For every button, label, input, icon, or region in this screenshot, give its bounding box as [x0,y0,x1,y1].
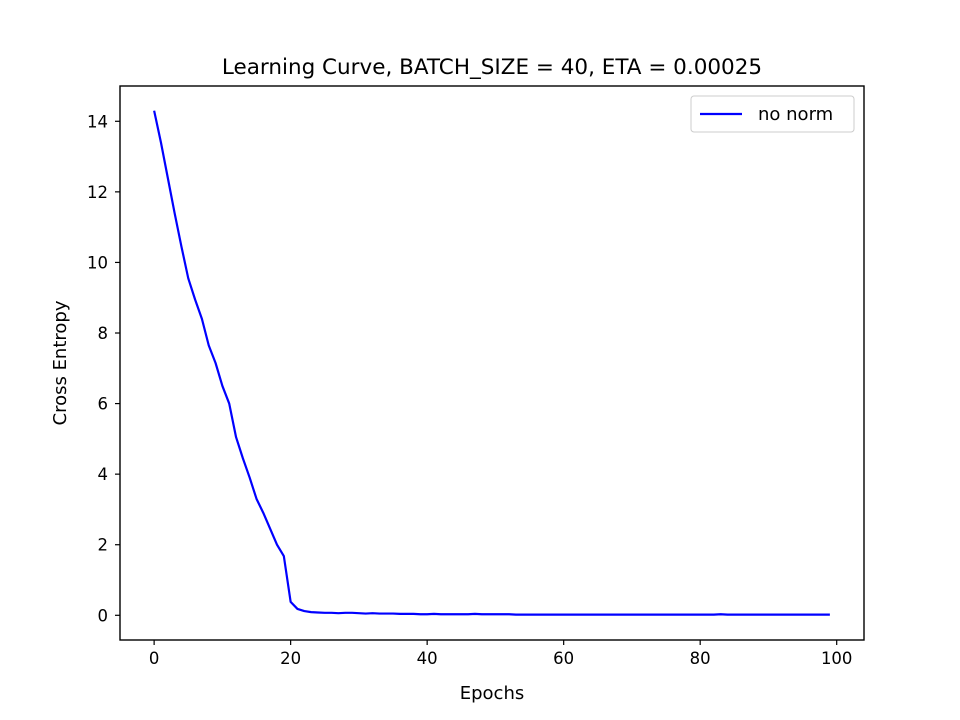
y-tick-label: 0 [98,606,109,625]
x-tick-label: 0 [149,649,160,668]
y-tick-label: 4 [98,465,109,484]
y-tick-label: 6 [98,395,109,414]
y-tick-label: 10 [87,253,108,272]
x-tick-label: 40 [417,649,438,668]
series-line-no-norm [153,110,830,616]
legend: no norm [690,95,855,133]
y-tick-label: 14 [87,112,108,131]
x-tick-label: 20 [280,649,301,668]
legend-label-no-norm: no norm [758,104,833,125]
y-tick-label: 8 [98,324,109,343]
y-tick-label: 2 [98,536,109,555]
chart-title: Learning Curve, BATCH_SIZE = 40, ETA = 0… [222,55,762,80]
x-tick-label: 80 [690,649,711,668]
legend-box [690,95,855,133]
x-tick-label: 100 [821,649,853,668]
x-axis-label: Epochs [460,683,525,704]
x-tick-label: 60 [553,649,574,668]
y-tick-label: 12 [87,183,108,202]
plot-frame [119,85,865,641]
y-axis-label: Cross Entropy [50,300,71,425]
